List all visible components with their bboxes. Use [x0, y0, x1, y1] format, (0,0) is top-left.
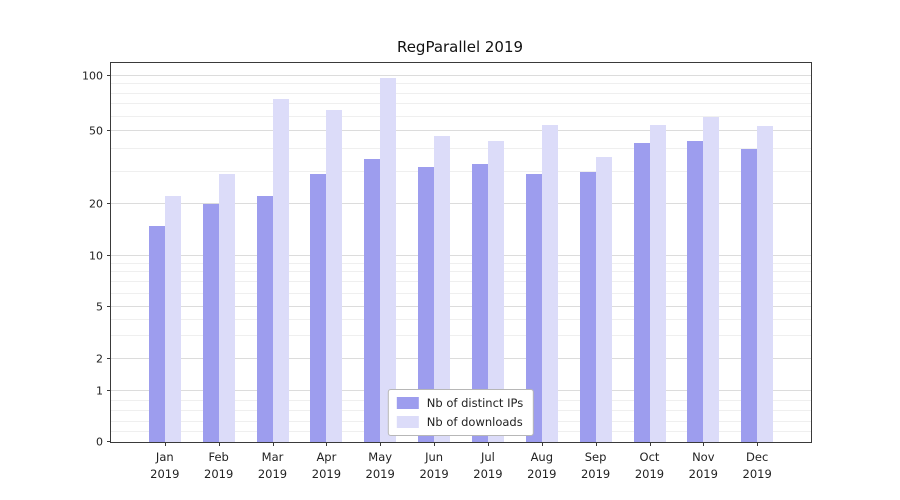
y-tick-label: 2 [96, 352, 103, 366]
chart-title: RegParallel 2019 [396, 38, 524, 56]
grid-line-minor [111, 318, 811, 320]
grid-line-minor [111, 271, 811, 273]
bar-downloads [218, 174, 235, 442]
y-tick-label: 20 [89, 197, 103, 211]
grid-line-minor [111, 170, 811, 172]
x-tick-mark [326, 442, 328, 446]
bar-downloads [541, 124, 558, 442]
x-tick-label: Dec 2019 [742, 450, 772, 481]
x-tick-label: Jan 2019 [150, 450, 180, 481]
bar-distinct-ips [148, 225, 165, 442]
x-tick-mark [595, 442, 597, 446]
bar-downloads [757, 126, 774, 442]
bar-distinct-ips [418, 166, 435, 442]
y-tick-mark [107, 390, 111, 391]
y-tick-label: 100 [82, 69, 103, 83]
bar-downloads [272, 98, 289, 442]
x-tick-label: Mar 2019 [257, 450, 288, 481]
x-tick-mark [272, 442, 274, 446]
y-tick-mark [107, 203, 111, 204]
x-tick-label: Aug 2019 [527, 450, 557, 481]
x-tick-mark [487, 442, 489, 446]
legend-item: Nb of downloads [396, 415, 523, 429]
bar-downloads [434, 135, 451, 442]
grid-line [111, 130, 811, 131]
legend-swatch-distinct-ips [396, 397, 419, 409]
legend-swatch-downloads [396, 416, 419, 428]
x-tick-mark [757, 442, 759, 446]
y-tick-label: 5 [96, 300, 103, 314]
y-tick-label: 0 [96, 435, 103, 449]
bar-distinct-ips [471, 164, 488, 442]
y-tick-mark [107, 358, 111, 359]
grid-line-minor [111, 335, 811, 336]
y-tick-mark [107, 306, 111, 307]
grid-line [111, 306, 811, 307]
bar-distinct-ips [364, 159, 381, 442]
y-tick-mark [107, 441, 111, 442]
bar-downloads [649, 124, 666, 442]
grid-line-minor [111, 92, 811, 94]
x-tick-label: Jun 2019 [419, 450, 449, 481]
x-tick-label: May 2019 [365, 450, 395, 481]
x-tick-mark [434, 442, 436, 446]
bar-distinct-ips [741, 148, 758, 442]
legend-item: Nb of distinct IPs [396, 396, 524, 410]
grid-line-minor [111, 103, 811, 105]
bar-downloads [380, 77, 397, 442]
grid-line-minor [111, 262, 811, 264]
grid-line [111, 255, 811, 256]
x-tick-mark [649, 442, 651, 446]
x-tick-label: Feb 2019 [204, 450, 234, 481]
x-tick-label: Sep 2019 [580, 450, 611, 481]
y-tick-mark [107, 255, 111, 256]
y-tick-mark [107, 130, 111, 131]
y-tick-label: 10 [89, 249, 103, 263]
grid-line-minor [111, 292, 811, 294]
bar-distinct-ips [687, 141, 704, 442]
bar-downloads [164, 196, 181, 442]
y-tick-mark [107, 75, 111, 76]
bar-distinct-ips [525, 174, 542, 442]
x-tick-mark [703, 442, 705, 446]
x-tick-mark [164, 442, 166, 446]
legend: Nb of distinct IPs Nb of downloads [387, 389, 535, 436]
bar-downloads [595, 157, 612, 442]
grid-line [111, 75, 811, 76]
grid-line-minor [111, 147, 811, 149]
bar-distinct-ips [256, 196, 273, 442]
x-tick-label: Nov 2019 [688, 450, 718, 481]
bar-downloads [487, 141, 504, 442]
bar-distinct-ips [579, 171, 596, 442]
bar-distinct-ips [310, 174, 327, 442]
x-tick-label: Apr 2019 [311, 450, 342, 481]
grid-line [111, 358, 811, 359]
legend-label: Nb of downloads [426, 415, 523, 429]
legend-label: Nb of distinct IPs [426, 396, 524, 410]
bar-distinct-ips [202, 204, 219, 442]
bar-distinct-ips [633, 143, 650, 442]
plot-area: 0 1 2 5 10 20 50 100 Jan 2019 Feb 2019 Mar 2019 Apr… [82, 62, 812, 481]
grid-line-minor [111, 281, 811, 283]
x-tick-mark [380, 442, 382, 446]
y-tick-label: 50 [89, 124, 103, 138]
grid-line-minor [111, 83, 811, 85]
x-tick-mark [541, 442, 543, 446]
y-tick-label: 1 [96, 384, 103, 398]
bar-downloads [703, 116, 720, 442]
grid-line-minor [111, 115, 811, 117]
bar-downloads [326, 110, 343, 442]
x-tick-mark [218, 442, 220, 446]
x-tick-label: Oct 2019 [634, 450, 665, 481]
x-tick-label: Jul 2019 [473, 450, 503, 481]
grid-line [111, 203, 811, 204]
